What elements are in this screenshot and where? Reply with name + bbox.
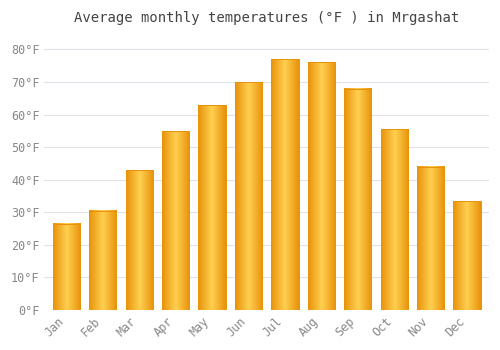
Bar: [126, 170, 153, 310]
Bar: [308, 63, 335, 310]
Bar: [344, 89, 372, 310]
Bar: [380, 129, 408, 310]
Bar: [89, 210, 117, 310]
Bar: [271, 59, 298, 310]
Bar: [454, 201, 480, 310]
Bar: [162, 131, 190, 310]
Bar: [52, 224, 80, 310]
Bar: [417, 167, 444, 310]
Bar: [235, 82, 262, 310]
Bar: [198, 105, 226, 310]
Title: Average monthly temperatures (°F ) in Mrgashat: Average monthly temperatures (°F ) in Mr…: [74, 11, 460, 25]
